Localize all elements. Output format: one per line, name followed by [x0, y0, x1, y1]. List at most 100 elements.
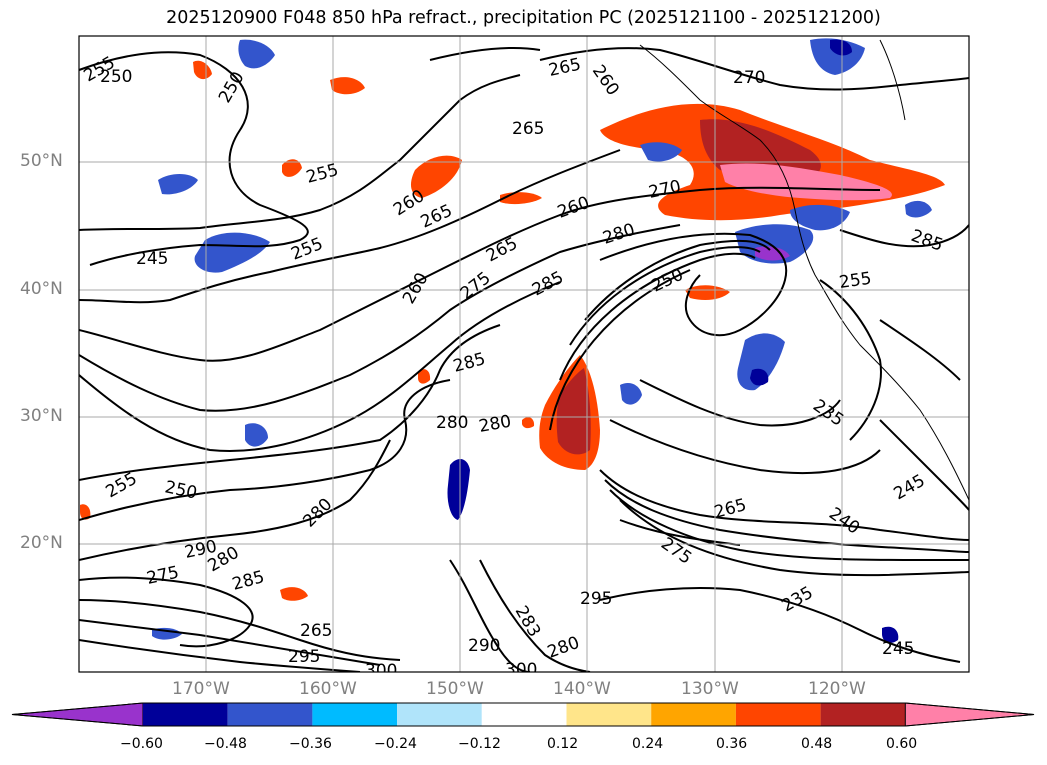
contour-label: 300 [365, 661, 397, 681]
positive-anomaly-patch [193, 60, 212, 80]
colorbar-segment [312, 703, 398, 726]
positive-anomaly-patch [410, 155, 462, 198]
positive-anomaly-patch [330, 77, 365, 95]
lat-label-30n: 30°N [20, 406, 63, 426]
lon-label-150w: 150°W [426, 679, 484, 699]
colorbar-tick-label: −0.12 [458, 736, 501, 752]
contour-label: 280 [299, 494, 336, 531]
contour-label: 275 [657, 534, 695, 569]
coastline [639, 39, 969, 501]
colorbar-extend-min [11, 702, 144, 727]
colorbar-segment [566, 703, 652, 726]
colorbar-segment [820, 703, 906, 726]
colorbar-segment [397, 703, 482, 726]
positive-anomaly-patch [280, 587, 308, 601]
colorbar-extend-max [904, 702, 1035, 727]
contour-label: 295 [580, 589, 612, 609]
colorbar [11, 702, 1035, 727]
contour-label: 245 [891, 471, 929, 505]
colorbar-outline [11, 702, 1035, 727]
contour-label: 280 [477, 412, 512, 437]
contour-label: 285 [230, 567, 267, 595]
lon-label-140w: 140°W [553, 679, 611, 699]
contour-label: 255 [838, 269, 873, 293]
lon-label-170w: 170°W [172, 679, 230, 699]
contour-label: 255 [304, 160, 341, 188]
map-frame [78, 35, 970, 673]
negative-anomaly-patch [735, 224, 814, 264]
contour-label: 265 [712, 495, 749, 523]
colorbar-segment [143, 703, 228, 726]
negative-anomaly-patch [245, 423, 268, 447]
contour-label: 285 [529, 268, 567, 301]
positive-anomaly-patch [522, 417, 535, 429]
negative-anomaly-patch [790, 204, 850, 231]
negative-anomaly-patch [447, 458, 470, 520]
colorbar-tick-label: −0.36 [289, 736, 332, 752]
contour-label: 280 [545, 633, 582, 663]
negative-anomaly-patch [750, 368, 769, 386]
negative-anomaly-patch [905, 200, 932, 218]
contour-label: 265 [547, 55, 583, 81]
contour-label: 285 [451, 349, 488, 377]
positive-anomaly-patch [720, 163, 892, 201]
refractivity-contours [79, 47, 969, 672]
lon-label-130w: 130°W [681, 679, 739, 699]
colorbar-tick-label: −0.60 [120, 736, 163, 752]
map-title: 2025120900 F048 850 hPa refract., precip… [166, 8, 881, 28]
negative-anomaly-patch [810, 38, 865, 75]
negative-anomaly-patch [620, 383, 642, 405]
negative-anomaly-patch [640, 142, 682, 162]
colorbar-tick-label: 0.60 [886, 736, 918, 752]
negative-anomaly-patch [830, 39, 852, 56]
contour-label: 275 [457, 268, 495, 304]
positive-anomaly-patch [500, 192, 542, 205]
contour-label: 270 [733, 68, 765, 88]
negative-anomaly-patch [238, 39, 275, 69]
contour-label: 285 [908, 226, 945, 256]
colorbar-tick-label: 0.48 [801, 736, 833, 752]
negative-anomaly-patch [194, 232, 270, 273]
contour-label: 280 [600, 220, 637, 249]
negative-anomaly-patch [158, 174, 198, 195]
contour-label: 235 [779, 583, 817, 617]
contour-label: 295 [288, 647, 320, 667]
contour-label: 300 [505, 660, 537, 680]
positive-anomaly-patch [418, 369, 431, 384]
colorbar-segment [651, 703, 736, 726]
contour-label: 260 [588, 61, 623, 99]
contour-label: 235 [809, 396, 847, 431]
colorbar-segment [227, 703, 313, 726]
contour-label: 245 [136, 249, 168, 269]
contour-label: 260 [399, 269, 433, 307]
colorbar-tick-label: 0.24 [632, 736, 664, 752]
colorbar-tick-label: 0.12 [547, 736, 579, 752]
negative-anomaly-patch [755, 246, 790, 261]
negative-anomaly-patch [737, 333, 785, 391]
contour-label: 265 [300, 621, 332, 641]
lat-label-50n: 50°N [20, 151, 63, 171]
lon-label-120w: 120°W [808, 679, 866, 699]
lat-lon-gridlines [79, 36, 969, 672]
contour-label: 240 [825, 504, 863, 539]
colorbar-segment [481, 703, 567, 726]
positive-anomaly-patch [556, 368, 591, 455]
positive-anomaly-patch [685, 285, 730, 300]
colorbar-tick-label: −0.24 [374, 736, 417, 752]
colorbar-tick-label: 0.36 [716, 736, 748, 752]
contour-label: 265 [512, 119, 544, 139]
positive-anomaly-patch [80, 504, 91, 520]
contour-label: 275 [145, 563, 181, 589]
lat-label-20n: 20°N [20, 533, 63, 553]
colorbar-tick-label: −0.48 [204, 736, 247, 752]
contour-label: 250 [100, 67, 132, 87]
contour-label: 280 [436, 413, 468, 433]
positive-anomaly-patch [282, 159, 302, 177]
lon-label-160w: 160°W [299, 679, 357, 699]
lat-label-40n: 40°N [20, 279, 63, 299]
colorbar-segment [735, 703, 821, 726]
contour-label: 245 [882, 639, 914, 659]
negative-anomaly-patch [882, 626, 899, 643]
contour-label: 265 [483, 234, 521, 267]
